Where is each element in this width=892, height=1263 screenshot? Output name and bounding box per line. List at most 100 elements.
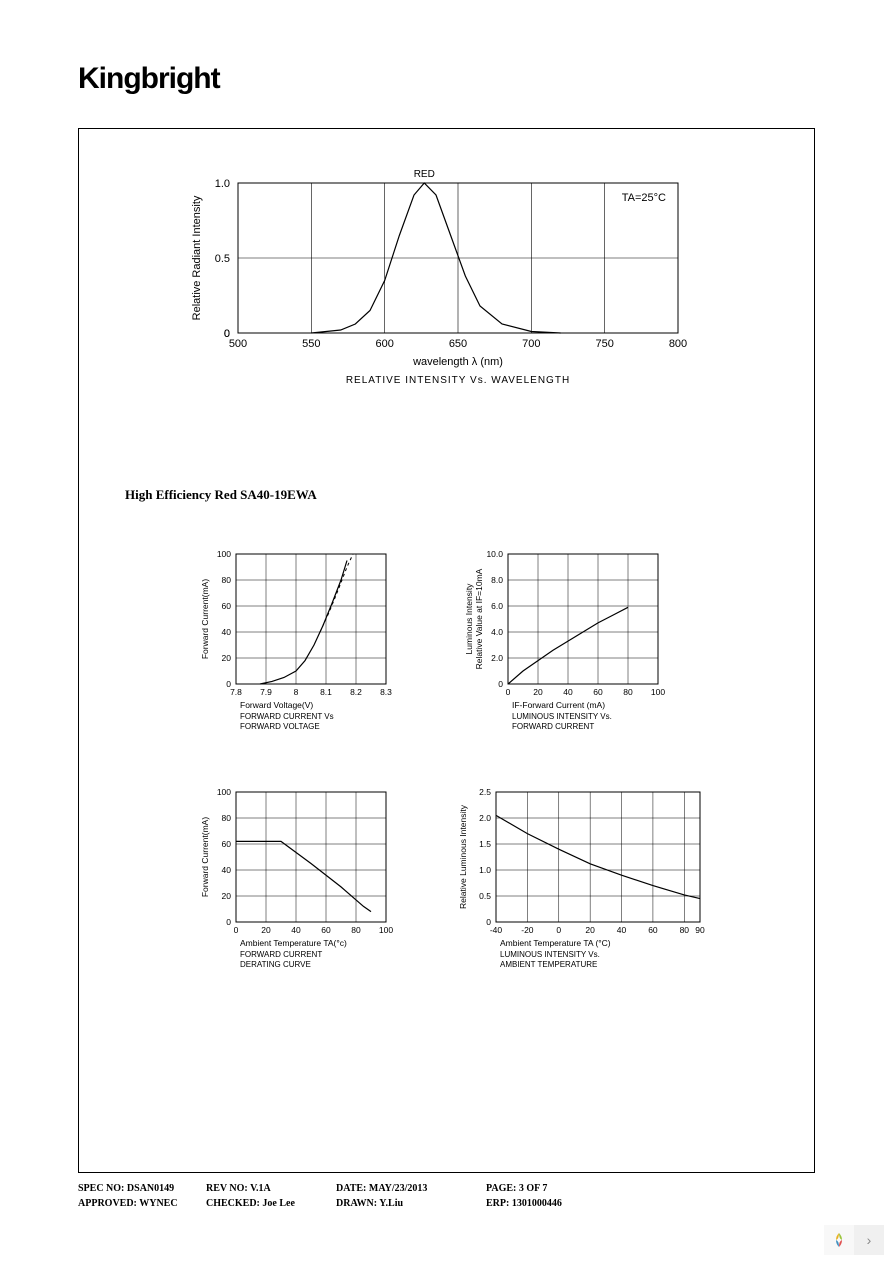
svg-text:40: 40 — [291, 925, 301, 935]
checked-value: Joe Lee — [262, 1198, 295, 1209]
svg-text:0: 0 — [486, 917, 491, 927]
drawn-value: Y.Liu — [379, 1198, 403, 1209]
svg-text:600: 600 — [375, 338, 393, 350]
svg-text:wavelength λ (nm): wavelength λ (nm) — [412, 356, 503, 368]
checked-label: CHECKED: — [206, 1198, 260, 1209]
erp-value: 1301000446 — [512, 1198, 562, 1209]
svg-text:RED: RED — [414, 169, 435, 180]
drawn-label: DRAWN: — [336, 1198, 377, 1209]
svg-text:Forward Voltage(V): Forward Voltage(V) — [240, 700, 313, 710]
svg-text:TA=25°C: TA=25°C — [622, 192, 666, 204]
svg-text:0.5: 0.5 — [479, 891, 491, 901]
svg-text:FORWARD CURRENT: FORWARD CURRENT — [512, 722, 594, 731]
svg-text:550: 550 — [302, 338, 320, 350]
svg-text:AMBIENT TEMPERATURE: AMBIENT TEMPERATURE — [500, 960, 597, 969]
svg-text:8.1: 8.1 — [320, 687, 332, 697]
svg-text:8.3: 8.3 — [380, 687, 392, 697]
svg-text:6.0: 6.0 — [491, 601, 503, 611]
svg-text:100: 100 — [651, 687, 665, 697]
chart-luminous-current: 02040608010002.04.06.08.010.0Luminous In… — [450, 546, 690, 766]
chart-luminous-temp: -40-200204060809000.51.01.52.02.5Relativ… — [450, 784, 730, 1004]
svg-text:60: 60 — [593, 687, 603, 697]
svg-text:FORWARD CURRENT: FORWARD CURRENT — [240, 950, 322, 959]
svg-text:Ambient Temperature TA(°c): Ambient Temperature TA(°c) — [240, 938, 347, 948]
svg-text:Forward Current(mA): Forward Current(mA) — [200, 817, 210, 897]
erp-label: ERP: — [486, 1198, 509, 1209]
svg-text:20: 20 — [222, 891, 232, 901]
section-heading: High Efficiency Red SA40-19EWA — [125, 487, 317, 503]
brand-logo: Kingbright — [78, 62, 220, 96]
svg-text:80: 80 — [222, 575, 232, 585]
rev-no-label: REV NO: — [206, 1183, 248, 1194]
svg-text:Ambient Temperature TA (°C): Ambient Temperature TA (°C) — [500, 938, 611, 948]
svg-text:2.0: 2.0 — [479, 813, 491, 823]
svg-text:60: 60 — [222, 601, 232, 611]
page-label: PAGE: — [486, 1183, 516, 1194]
spec-no: DSAN0149 — [127, 1183, 174, 1194]
svg-text:LUMINOUS INTENSITY Vs.: LUMINOUS INTENSITY Vs. — [512, 712, 612, 721]
svg-text:60: 60 — [321, 925, 331, 935]
svg-text:2.0: 2.0 — [491, 653, 503, 663]
svg-text:650: 650 — [449, 338, 467, 350]
page-value: 3 OF 7 — [519, 1183, 548, 1194]
footer: SPEC NO: DSAN0149 REV NO: V.1A DATE: MAY… — [78, 1183, 815, 1213]
chart-forward-voltage: 7.87.988.18.28.3020406080100Forward Curr… — [196, 546, 416, 766]
svg-text:80: 80 — [680, 925, 690, 935]
svg-text:100: 100 — [217, 787, 231, 797]
svg-text:80: 80 — [623, 687, 633, 697]
approved-value: WYNEC — [139, 1198, 177, 1209]
svg-text:80: 80 — [351, 925, 361, 935]
svg-text:60: 60 — [648, 925, 658, 935]
svg-text:Relative Radiant Intensity: Relative Radiant Intensity — [191, 195, 203, 320]
svg-text:RELATIVE INTENSITY Vs. WAVELEN: RELATIVE INTENSITY Vs. WAVELENGTH — [346, 375, 570, 386]
svg-text:750: 750 — [595, 338, 613, 350]
svg-text:DERATING CURVE: DERATING CURVE — [240, 960, 311, 969]
footer-row-2: APPROVED: WYNEC CHECKED: Joe Lee DRAWN: … — [78, 1198, 815, 1209]
svg-text:800: 800 — [669, 338, 687, 350]
svg-text:0: 0 — [226, 679, 231, 689]
svg-text:100: 100 — [217, 549, 231, 559]
svg-text:Relative Value at IF=10mA: Relative Value at IF=10mA — [474, 568, 484, 669]
svg-text:40: 40 — [222, 865, 232, 875]
svg-text:60: 60 — [222, 839, 232, 849]
svg-text:10.0: 10.0 — [486, 549, 503, 559]
svg-text:20: 20 — [585, 925, 595, 935]
svg-text:20: 20 — [222, 653, 232, 663]
spec-no-label: SPEC NO: — [78, 1183, 124, 1194]
svg-text:0: 0 — [234, 925, 239, 935]
svg-text:Luminous Intensity: Luminous Intensity — [464, 583, 474, 655]
chart-wavelength: 50055060065070075080000.51.00REDTA=25°CR… — [178, 155, 718, 415]
svg-text:100: 100 — [379, 925, 393, 935]
svg-text:700: 700 — [522, 338, 540, 350]
svg-text:0: 0 — [506, 687, 511, 697]
svg-text:1.0: 1.0 — [215, 178, 230, 190]
svg-text:0: 0 — [224, 328, 230, 340]
date-label: DATE: — [336, 1183, 366, 1194]
svg-text:40: 40 — [617, 925, 627, 935]
svg-text:FORWARD CURRENT Vs: FORWARD CURRENT Vs — [240, 712, 334, 721]
svg-text:IF-Forward Current (mA): IF-Forward Current (mA) — [512, 700, 605, 710]
svg-text:40: 40 — [222, 627, 232, 637]
svg-text:90: 90 — [695, 925, 705, 935]
svg-text:500: 500 — [229, 338, 247, 350]
svg-text:40: 40 — [563, 687, 573, 697]
svg-text:7.8: 7.8 — [230, 687, 242, 697]
svg-text:1.5: 1.5 — [479, 839, 491, 849]
chart-derating: 020406080100020406080100Forward Current(… — [196, 784, 416, 1004]
svg-text:-20: -20 — [521, 925, 534, 935]
svg-text:20: 20 — [261, 925, 271, 935]
footer-row-1: SPEC NO: DSAN0149 REV NO: V.1A DATE: MAY… — [78, 1183, 815, 1194]
badge-logo-icon — [824, 1225, 854, 1255]
svg-text:0.5: 0.5 — [215, 253, 230, 265]
svg-text:80: 80 — [222, 813, 232, 823]
rev-no: V.1A — [250, 1183, 271, 1194]
svg-text:-40: -40 — [490, 925, 503, 935]
svg-text:0: 0 — [498, 679, 503, 689]
svg-text:Relative Luminous Intensity: Relative Luminous Intensity — [458, 804, 468, 909]
chevron-right-icon[interactable]: › — [854, 1225, 884, 1255]
approved-label: APPROVED: — [78, 1198, 137, 1209]
svg-text:FORWARD VOLTAGE: FORWARD VOLTAGE — [240, 722, 320, 731]
svg-text:8.0: 8.0 — [491, 575, 503, 585]
date-value: MAY/23/2013 — [369, 1183, 428, 1194]
svg-text:LUMINOUS INTENSITY Vs.: LUMINOUS INTENSITY Vs. — [500, 950, 600, 959]
